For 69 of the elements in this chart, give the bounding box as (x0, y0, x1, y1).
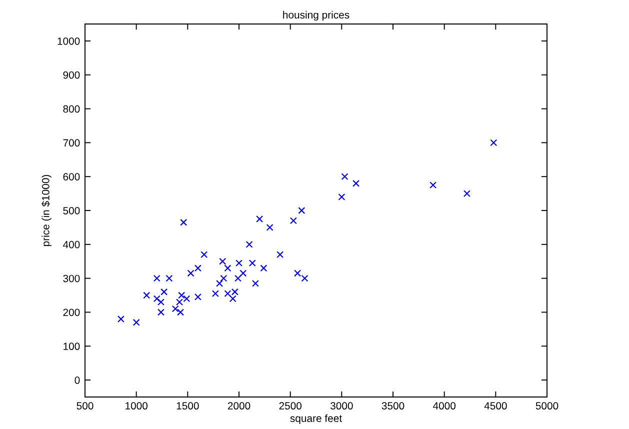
point (153, 274, 160, 282)
point (294, 270, 302, 277)
point (132, 318, 140, 326)
y-tick-label: 200 (63, 308, 80, 316)
x-tick-label: 4000 (432, 402, 456, 410)
point (301, 274, 308, 282)
x-tick-label: 2500 (279, 402, 302, 410)
point (176, 308, 184, 316)
point (212, 290, 219, 298)
point (266, 224, 274, 231)
point (224, 264, 232, 272)
point (490, 139, 498, 146)
point (430, 182, 437, 189)
point (240, 270, 247, 277)
point (216, 280, 223, 287)
point (157, 298, 164, 306)
point (298, 207, 306, 214)
point (166, 274, 173, 282)
x-tick-label: 500 (76, 402, 94, 410)
point (172, 305, 179, 312)
x-tick-label: 5000 (536, 402, 558, 410)
point (256, 215, 264, 222)
point (229, 295, 236, 302)
point (194, 264, 202, 272)
chart-title: housing prices (283, 10, 350, 21)
point (248, 260, 256, 267)
point (236, 260, 242, 267)
point (187, 270, 194, 277)
y-tick-label: 800 (63, 105, 80, 113)
point (252, 280, 259, 287)
point (276, 251, 284, 258)
point (341, 173, 348, 180)
point (246, 240, 253, 248)
y-tick-label: 400 (63, 240, 80, 248)
point (234, 274, 242, 282)
x-tick-label: 3500 (382, 402, 404, 410)
point (260, 264, 268, 272)
x-tick-label: 4500 (484, 402, 507, 410)
y-tick-label: 600 (63, 173, 80, 180)
point (352, 180, 360, 187)
point (160, 288, 168, 296)
x-tick-label: 1000 (126, 402, 148, 410)
point (290, 217, 297, 224)
x-tick-label: 1500 (176, 402, 199, 410)
y-tick-label: 1000 (58, 37, 80, 45)
point (194, 293, 202, 300)
point (183, 295, 190, 302)
y-tick-label: 700 (63, 139, 80, 147)
y-tick-label: 0 (74, 376, 80, 384)
y-tick-label: 500 (63, 207, 80, 214)
point (219, 258, 226, 265)
x-axis-title: square feet (290, 414, 342, 424)
point (153, 295, 160, 302)
point (180, 218, 188, 226)
x-tick-label: 2000 (228, 402, 250, 410)
point (338, 193, 346, 200)
point (176, 298, 183, 306)
point (200, 251, 208, 258)
y-tick-label: 100 (64, 342, 80, 350)
y-tick-label: 300 (63, 274, 80, 282)
point (143, 292, 150, 299)
point (178, 292, 186, 299)
y-tick-label: 900 (63, 71, 80, 79)
point (463, 190, 470, 198)
y-axis-title: price (in $1000) (42, 174, 52, 246)
point (117, 316, 124, 323)
x-tick-label: 3000 (330, 402, 353, 410)
point (220, 274, 228, 282)
point (157, 308, 164, 316)
